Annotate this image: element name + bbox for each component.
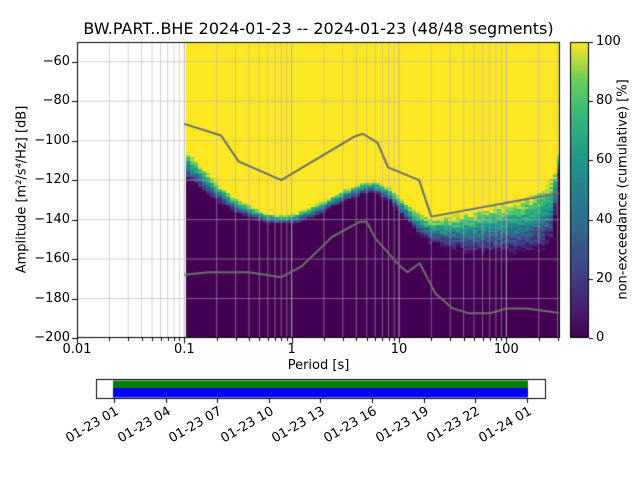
colorbar-tick-label: 60 xyxy=(596,152,613,168)
x-tick-label: 0.01 xyxy=(62,342,92,357)
y-tick-label: −120 xyxy=(34,172,70,188)
colorbar-tick-label: 80 xyxy=(596,93,613,109)
x-axis-label: Period [s] xyxy=(287,358,350,373)
y-tick-label: −140 xyxy=(34,211,70,227)
x-tick-label: 10 xyxy=(390,342,408,357)
y-tick-label: −180 xyxy=(34,290,70,306)
y-tick-label: −60 xyxy=(42,53,70,69)
y-tick-label: −80 xyxy=(42,93,70,109)
colorbar-tick-label: 20 xyxy=(596,270,613,286)
x-tick-label: 1 xyxy=(287,342,296,357)
y-tick-label: −160 xyxy=(34,251,70,267)
plot-title: BW.PART..BHE 2024-01-23 -- 2024-01-23 (4… xyxy=(83,19,554,38)
colorbar-tick-label: 40 xyxy=(596,211,613,227)
y-tick-label: −200 xyxy=(34,330,70,345)
x-tick-label: 100 xyxy=(493,342,519,357)
colorbar-label: non-exceedance (cumulative) [%] xyxy=(615,79,631,300)
colorbar-tick-label: 100 xyxy=(596,34,621,49)
colorbar-tick-label: 0 xyxy=(596,330,605,345)
y-tick-label: −100 xyxy=(34,132,70,148)
x-tick-label: 0.1 xyxy=(173,342,195,357)
